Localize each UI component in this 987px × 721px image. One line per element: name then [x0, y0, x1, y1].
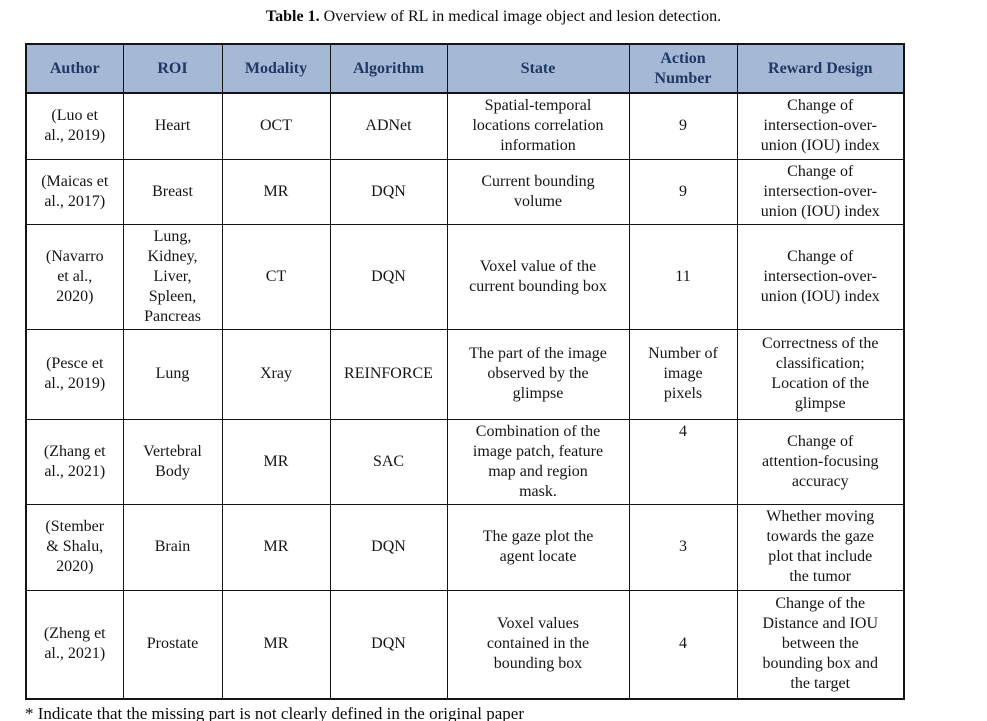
table-row: (Zheng et al., 2021) Prostate MR DQN Voxel v…	[25, 589, 905, 700]
cell-action_number: 11	[628, 223, 738, 330]
cell-action_number: 4	[628, 589, 738, 700]
cell-state: Spatial-temporal locations correlation i…	[446, 92, 630, 160]
cell-modality: MR	[221, 158, 331, 225]
cell-author: (Pesce et al., 2019)	[25, 328, 124, 420]
table-row: (Maicas et al., 2017) Breast MR DQN Current …	[25, 158, 905, 225]
cell-author: (Zhang et al., 2021)	[25, 418, 124, 505]
cell-reward_design: Correctness of the classification; Locat…	[736, 328, 905, 420]
cell-modality: CT	[221, 223, 331, 330]
cell-state: Current bounding volume	[446, 158, 630, 225]
cell-reward_design: Whether moving towards the gaze plot tha…	[736, 503, 905, 591]
cell-reward_design: Change of intersection-over- union (IOU)…	[736, 92, 905, 160]
table-caption-text: Overview of RL in medical image object a…	[319, 8, 722, 25]
cell-modality: MR	[221, 503, 331, 591]
cell-author: (Luo et al., 2019)	[25, 92, 124, 160]
cell-algorithm: DQN	[329, 589, 448, 700]
cell-algorithm: REINFORCE	[329, 328, 448, 420]
cell-reward_design: Change of the Distance and IOU between t…	[736, 589, 905, 700]
cell-state: Voxel value of the current bounding box	[446, 223, 630, 330]
cell-algorithm: ADNet	[329, 92, 448, 160]
cell-author: (Navarro et al., 2020)	[25, 223, 124, 330]
column-header-action_number: Action Number	[628, 43, 738, 94]
cell-roi: Heart	[122, 92, 223, 160]
cell-roi: Brain	[122, 503, 223, 591]
table-header-row: Author ROI Modality Algorithm State Action Nu…	[25, 43, 905, 94]
rl-overview-table: Author ROI Modality Algorithm State Action Nu…	[25, 43, 905, 700]
table-body: (Luo et al., 2019) Heart OCT ADNet Spatial-t…	[25, 92, 905, 700]
cell-modality: OCT	[221, 92, 331, 160]
cell-modality: MR	[221, 418, 331, 505]
cell-algorithm: DQN	[329, 158, 448, 225]
table-row: (Pesce et al., 2019) Lung Xray REINFORCE The…	[25, 328, 905, 420]
column-header-modality: Modality	[221, 43, 331, 94]
cell-algorithm: DQN	[329, 223, 448, 330]
table-row: (Zhang et al., 2021) Vertebral Body MR SAC C…	[25, 418, 905, 505]
cell-action_number: Number of image pixels	[628, 328, 738, 420]
column-header-reward_design: Reward Design	[736, 43, 905, 94]
cell-author: (Zheng et al., 2021)	[25, 589, 124, 700]
cell-roi: Vertebral Body	[122, 418, 223, 505]
cell-roi: Lung	[122, 328, 223, 420]
column-header-state: State	[446, 43, 630, 94]
cell-state: Combination of the image patch, feature …	[446, 418, 630, 505]
table-caption: Table 1. Overview of RL in medical image…	[0, 0, 987, 26]
cell-algorithm: DQN	[329, 503, 448, 591]
table-row: (Navarro et al., 2020) Lung, Kidney, Live…	[25, 223, 905, 330]
cell-author: (Maicas et al., 2017)	[25, 158, 124, 225]
cell-roi: Prostate	[122, 589, 223, 700]
cell-author: (Stember & Shalu, 2020)	[25, 503, 124, 591]
cell-roi: Lung, Kidney, Liver, Spleen, Pancreas	[122, 223, 223, 330]
column-header-author: Author	[25, 43, 124, 94]
cell-action_number: 3	[628, 503, 738, 591]
cell-state: The gaze plot the agent locate	[446, 503, 630, 591]
table-row: (Stember & Shalu, 2020) Brain MR DQN The gaz…	[25, 503, 905, 591]
cell-action_number: 4	[628, 418, 738, 505]
table-footnote: * Indicate that the missing part is not …	[25, 704, 524, 721]
cell-reward_design: Change of intersection-over- union (IOU)…	[736, 158, 905, 225]
cell-state: Voxel values contained in the bounding b…	[446, 589, 630, 700]
cell-roi: Breast	[122, 158, 223, 225]
column-header-algorithm: Algorithm	[329, 43, 448, 94]
cell-action_number: 9	[628, 92, 738, 160]
cell-state: The part of the image observed by the gl…	[446, 328, 630, 420]
column-header-roi: ROI	[122, 43, 223, 94]
cell-modality: MR	[221, 589, 331, 700]
cell-modality: Xray	[221, 328, 331, 420]
cell-algorithm: SAC	[329, 418, 448, 505]
cell-reward_design: Change of intersection-over- union (IOU)…	[736, 223, 905, 330]
cell-action_number: 9	[628, 158, 738, 225]
table-row: (Luo et al., 2019) Heart OCT ADNet Spatial-t…	[25, 92, 905, 160]
cell-reward_design: Change of attention-focusing accuracy	[736, 418, 905, 505]
table-caption-label: Table 1.	[265, 8, 320, 25]
